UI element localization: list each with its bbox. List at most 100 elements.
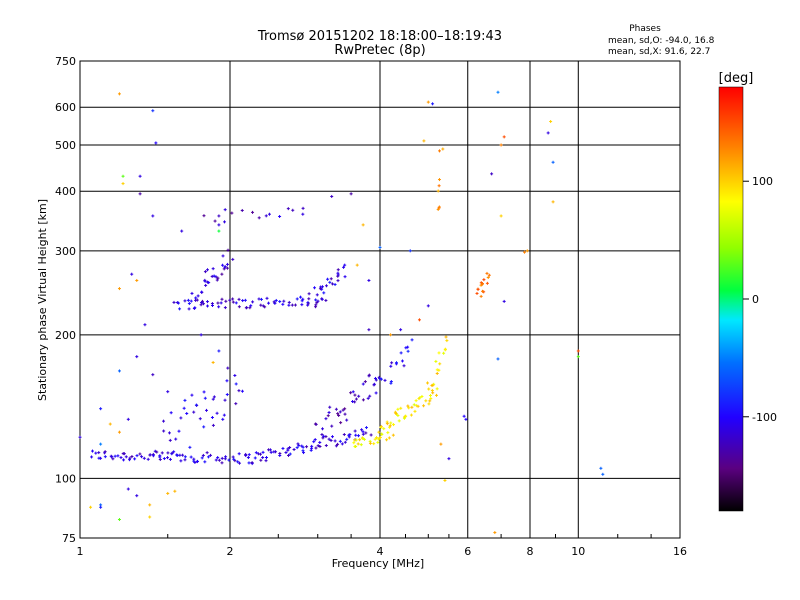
data-point [169,438,171,442]
data-point [139,174,141,178]
data-point [362,223,364,227]
data-point [444,348,446,352]
data-point [330,277,332,281]
data-point [401,359,403,363]
data-point [252,300,254,304]
data-point [217,276,219,280]
y-axis-ticks: 75 100 200 300 400 500 600 750 [55,55,76,545]
data-point [226,266,228,270]
data-point [337,279,339,283]
data-point [279,300,281,304]
data-point [448,457,450,461]
data-point [173,450,175,454]
data-point [143,456,145,460]
data-point [302,445,304,449]
data-point [425,399,427,403]
data-point [287,207,289,211]
data-point [184,398,186,402]
data-point [526,249,528,253]
data-point [350,391,352,395]
data-point [488,273,490,277]
data-point [139,192,141,196]
data-point [476,291,478,295]
data-point [269,448,271,452]
data-point [483,278,485,282]
data-point [314,438,316,442]
data-point [202,453,204,457]
data-point [167,390,169,394]
data-point [232,257,234,261]
data-point [251,461,253,465]
data-point [388,436,390,440]
data-point [207,304,209,308]
data-point [238,389,240,393]
data-point [405,414,407,418]
data-point [215,458,217,462]
data-point [222,254,224,258]
data-point [287,448,289,452]
data-point [337,268,339,272]
data-point [201,301,203,305]
data-point [98,456,100,460]
data-point [227,366,229,370]
data-point [221,461,223,465]
data-point [486,281,488,285]
data-point [438,184,440,188]
data-point [379,435,381,439]
data-point [343,265,345,269]
data-point [328,437,330,441]
data-point [338,413,340,417]
data-point [218,458,220,462]
data-point [500,143,502,147]
data-point [282,302,284,306]
data-point [239,461,241,465]
data-point [405,346,407,350]
data-point [359,438,361,442]
data-point [480,281,482,285]
data-point [323,434,325,438]
data-point [419,396,421,400]
data-point [384,378,386,382]
x-tick-label: 10 [571,545,585,558]
data-point [552,200,554,204]
data-point [123,452,125,456]
data-point [213,395,215,399]
data-point [339,410,341,414]
data-point [203,214,205,218]
data-point [362,382,364,386]
data-point [315,298,317,302]
data-point [390,364,392,368]
data-point [417,404,419,408]
data-point [205,283,207,287]
chart-title: Tromsø 20151202 18:18:00–18:19:43 [257,29,502,44]
phases-x-stats: mean, sd,X: 91.6, 22.7 [608,47,710,57]
data-point [392,433,394,437]
data-point [321,285,323,289]
data-point [224,306,226,310]
data-point [334,283,336,287]
data-point [414,409,416,413]
data-point [325,284,327,288]
x-tick-label: 16 [673,545,687,558]
data-point [313,440,315,444]
data-point [397,414,399,418]
data-point [438,205,440,209]
data-point [266,296,268,300]
data-point [427,100,429,104]
data-point [282,446,284,450]
data-point [274,301,276,305]
data-point [337,442,339,446]
data-point [331,282,333,286]
data-point [98,451,100,455]
data-point [362,436,364,440]
data-point [183,406,185,410]
data-point [161,451,163,455]
data-point [178,429,180,433]
data-point [129,456,131,460]
data-point [395,362,397,366]
data-point [342,408,344,412]
data-point [193,459,195,463]
data-point [325,444,327,448]
data-point [122,174,124,178]
